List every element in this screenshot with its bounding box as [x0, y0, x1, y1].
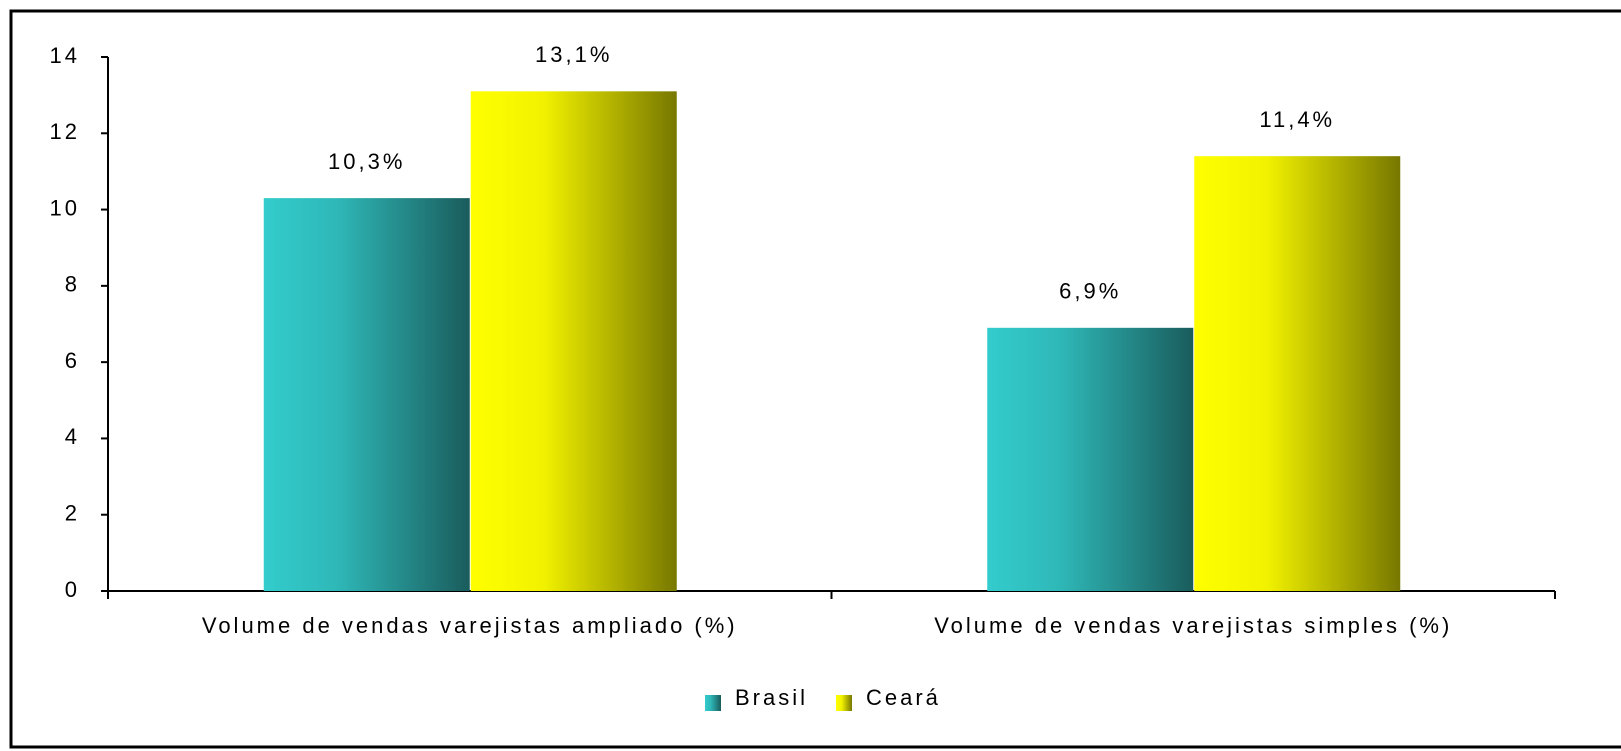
y-tick-label: 0: [65, 577, 80, 602]
bar: [263, 198, 470, 591]
bar: [470, 91, 677, 591]
value-label: 13,1%: [535, 42, 612, 67]
value-label: 6,9%: [1059, 279, 1121, 304]
x-tick-label: Volume de vendas varejistas ampliado (%): [202, 613, 738, 638]
y-tick-label: 12: [50, 119, 80, 144]
y-tick-label: 6: [65, 348, 80, 373]
value-label: 10,3%: [328, 149, 405, 174]
legend-label: Ceará: [866, 685, 941, 710]
bar: [987, 327, 1194, 591]
value-label: 11,4%: [1259, 107, 1335, 132]
frame: [9, 9, 1621, 749]
bar: [1194, 156, 1401, 591]
y-tick-label: 14: [50, 43, 80, 68]
y-tick-label: 8: [65, 272, 80, 297]
legend-label: Brasil: [735, 685, 808, 710]
y-tick-label: 4: [65, 424, 80, 449]
y-tick-label: 10: [50, 195, 80, 220]
legend-swatch: [705, 695, 721, 711]
x-tick-label: Volume de vendas varejistas simples (%): [934, 613, 1452, 638]
legend-swatch: [836, 695, 852, 711]
y-tick-label: 2: [65, 501, 80, 526]
